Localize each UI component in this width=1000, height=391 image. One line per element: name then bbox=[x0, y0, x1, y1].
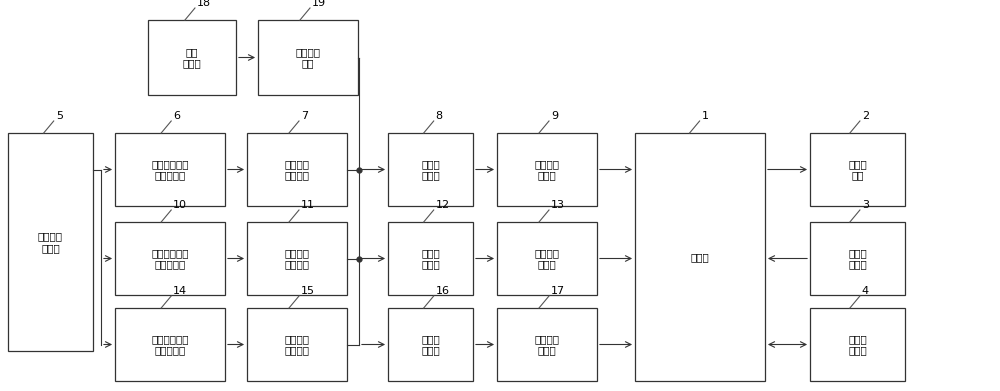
Text: 温度补偿
电路: 温度补偿 电路 bbox=[296, 47, 320, 68]
Text: 第三高保真信
号变换电路: 第三高保真信 号变换电路 bbox=[151, 334, 189, 355]
Bar bbox=[388, 222, 473, 295]
Bar bbox=[810, 308, 905, 381]
Bar bbox=[635, 133, 765, 381]
Text: 17: 17 bbox=[551, 286, 565, 296]
Bar bbox=[810, 222, 905, 295]
Bar bbox=[247, 308, 347, 381]
Text: 7: 7 bbox=[301, 111, 308, 121]
Bar bbox=[497, 308, 597, 381]
Text: 3: 3 bbox=[862, 200, 869, 210]
Text: 6: 6 bbox=[173, 111, 180, 121]
Text: 第二模数
转换器: 第二模数 转换器 bbox=[534, 248, 560, 269]
Bar bbox=[247, 133, 347, 206]
Text: 数据存
储模块: 数据存 储模块 bbox=[848, 334, 867, 355]
Text: 14: 14 bbox=[173, 286, 187, 296]
Text: 8: 8 bbox=[436, 111, 443, 121]
Text: 显示屏
模块: 显示屏 模块 bbox=[848, 159, 867, 180]
Bar bbox=[388, 308, 473, 381]
Text: 1: 1 bbox=[702, 111, 709, 121]
Bar bbox=[115, 308, 225, 381]
Text: 压力传感
器模块: 压力传感 器模块 bbox=[38, 231, 63, 253]
Text: 第三噪声
抑制电路: 第三噪声 抑制电路 bbox=[285, 334, 310, 355]
Bar bbox=[388, 133, 473, 206]
Text: 12: 12 bbox=[436, 200, 450, 210]
Text: 4: 4 bbox=[862, 286, 869, 296]
Text: 15: 15 bbox=[301, 286, 315, 296]
Text: 第一加
法电路: 第一加 法电路 bbox=[421, 159, 440, 180]
Text: 第二加
法电路: 第二加 法电路 bbox=[421, 248, 440, 269]
Bar bbox=[497, 222, 597, 295]
Text: 19: 19 bbox=[312, 0, 326, 8]
Bar bbox=[8, 133, 93, 351]
Bar bbox=[247, 222, 347, 295]
Text: 单片机: 单片机 bbox=[691, 252, 709, 262]
Bar bbox=[810, 133, 905, 206]
Bar bbox=[148, 20, 236, 95]
Bar bbox=[115, 133, 225, 206]
Text: 2: 2 bbox=[862, 111, 869, 121]
Text: 第一模数
转换器: 第一模数 转换器 bbox=[534, 159, 560, 180]
Text: 18: 18 bbox=[197, 0, 211, 8]
Text: 第二高保真信
号变换电路: 第二高保真信 号变换电路 bbox=[151, 248, 189, 269]
Text: 按键输
入模块: 按键输 入模块 bbox=[848, 248, 867, 269]
Text: 第一噪声
抑制电路: 第一噪声 抑制电路 bbox=[285, 159, 310, 180]
Text: 5: 5 bbox=[56, 111, 63, 121]
Bar bbox=[497, 133, 597, 206]
Bar bbox=[115, 222, 225, 295]
Text: 第三模数
转换器: 第三模数 转换器 bbox=[534, 334, 560, 355]
Bar bbox=[258, 20, 358, 95]
Text: 16: 16 bbox=[436, 286, 450, 296]
Text: 温度
传感器: 温度 传感器 bbox=[183, 47, 201, 68]
Text: 第二噪声
抑制电路: 第二噪声 抑制电路 bbox=[285, 248, 310, 269]
Text: 10: 10 bbox=[173, 200, 187, 210]
Text: 11: 11 bbox=[301, 200, 315, 210]
Text: 13: 13 bbox=[551, 200, 565, 210]
Text: 第一高保真信
号变换电路: 第一高保真信 号变换电路 bbox=[151, 159, 189, 180]
Text: 第三加
法电路: 第三加 法电路 bbox=[421, 334, 440, 355]
Text: 9: 9 bbox=[551, 111, 558, 121]
